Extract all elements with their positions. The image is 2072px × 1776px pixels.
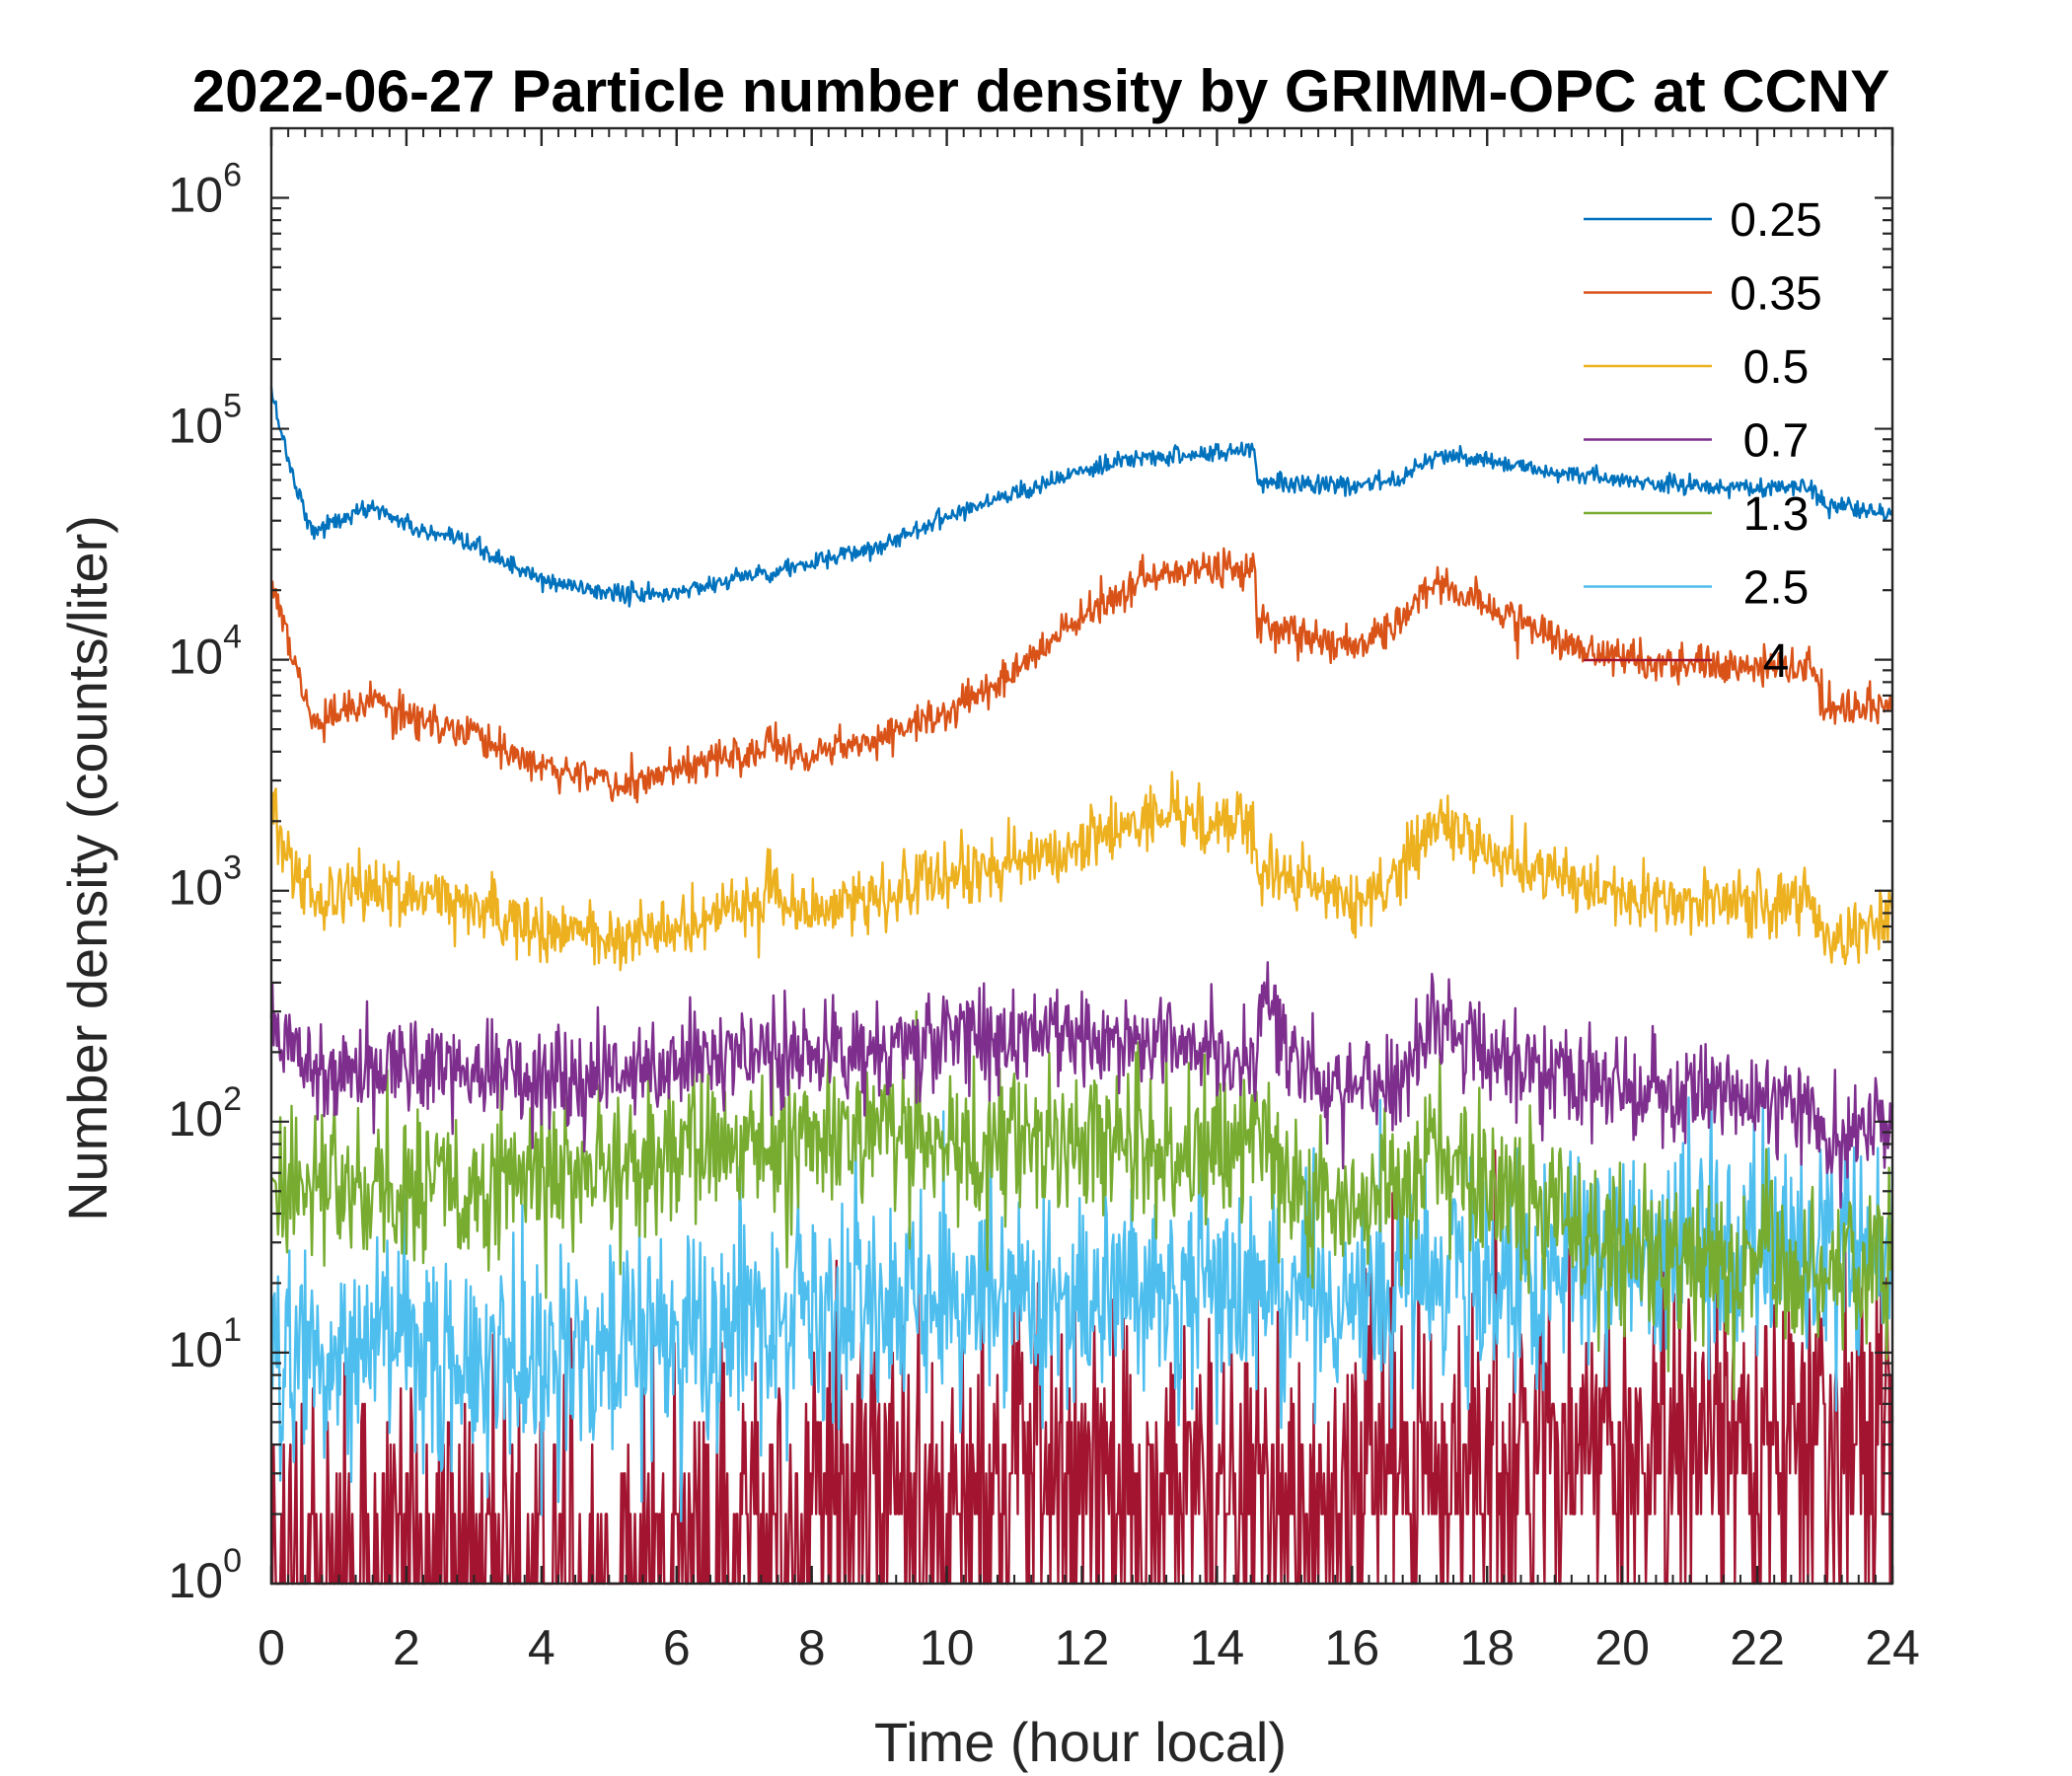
y-tick-label: 105 (168, 388, 242, 454)
legend: 0.25 0.35 0.5 0.7 1.3 2.5 4 (1584, 194, 1822, 688)
y-tick-label: 101 (168, 1311, 242, 1377)
legend-label-0-35: 0.35 (1730, 268, 1821, 321)
legend-label-1-3: 1.3 (1743, 488, 1810, 541)
x-tick-label: 10 (920, 1620, 975, 1675)
x-axis-label: Time (hour local) (874, 1711, 1287, 1773)
series-line-0-35 (270, 547, 1894, 804)
series-line-2-5 (269, 1080, 1894, 1523)
x-tick-label: 4 (528, 1620, 555, 1675)
legend-label-4: 4 (1763, 635, 1790, 688)
legend-label-2-5: 2.5 (1743, 562, 1810, 615)
legend-label-0-7: 0.7 (1743, 415, 1810, 468)
axes: 0 2 4 6 8 10 12 14 16 18 20 22 241001011021031041051… (168, 126, 1920, 1675)
chart-title: 2022-06-27 Particle number density by GR… (192, 58, 1890, 124)
x-tick-label: 14 (1190, 1620, 1245, 1675)
y-tick-label: 106 (168, 156, 242, 222)
x-tick-label: 2 (393, 1620, 420, 1675)
series-line-0-7 (269, 961, 1894, 1209)
x-tick-label: 8 (798, 1620, 826, 1675)
x-tick-label: 0 (258, 1620, 285, 1675)
y-tick-label: 103 (168, 850, 242, 916)
series-line-0-25 (269, 387, 1894, 608)
x-tick-label: 20 (1594, 1620, 1650, 1675)
x-tick-label: 22 (1730, 1620, 1785, 1675)
x-tick-label: 6 (663, 1620, 691, 1675)
x-tick-label: 12 (1055, 1620, 1110, 1675)
y-tick-label: 102 (168, 1080, 242, 1147)
x-tick-label: 24 (1865, 1620, 1920, 1675)
legend-label-0-5: 0.5 (1743, 341, 1810, 394)
x-tick-label: 18 (1459, 1620, 1515, 1675)
series-line-0-5 (269, 771, 1894, 972)
legend-label-0-25: 0.25 (1730, 194, 1821, 247)
y-axis-label: Number density (counts/liter) (56, 515, 118, 1221)
series-lines (269, 387, 1894, 1586)
x-tick-label: 16 (1325, 1620, 1380, 1675)
y-tick-label: 100 (168, 1542, 242, 1608)
y-tick-label: 104 (168, 619, 242, 685)
